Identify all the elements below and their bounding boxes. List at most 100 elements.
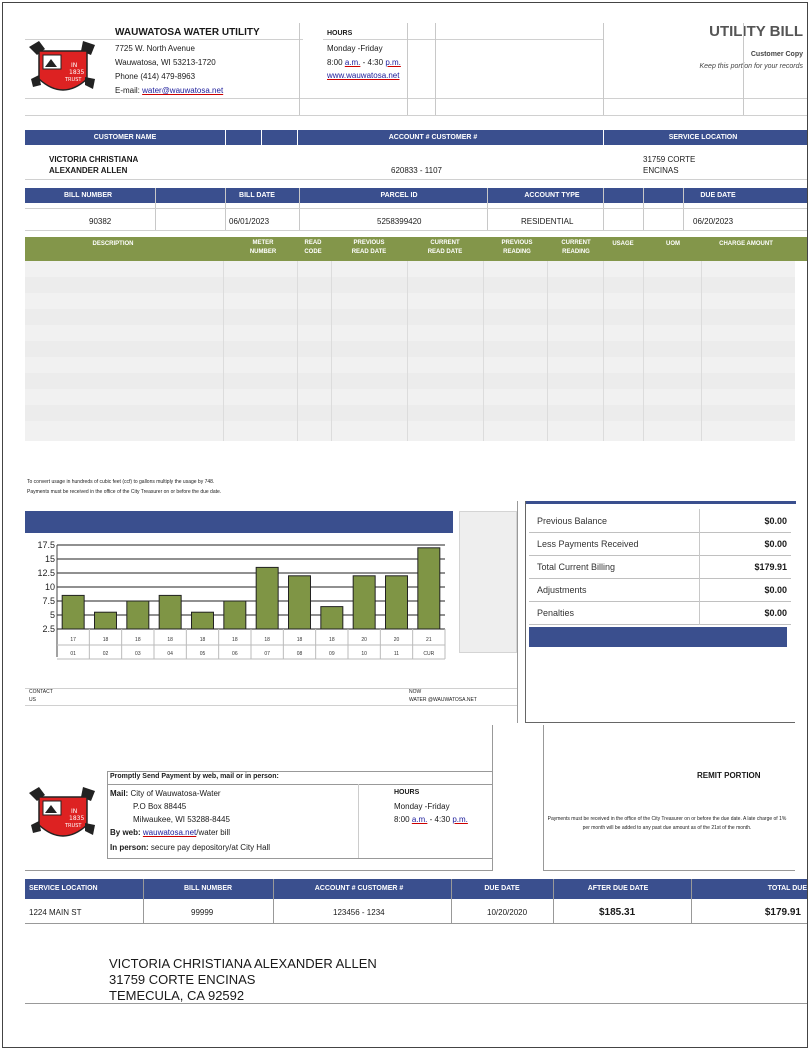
web-link[interactable]: wauwatosa.net bbox=[142, 828, 197, 837]
remit-total-due-header: TOTAL DUE bbox=[767, 885, 807, 892]
mailing-address-line2: 31759 CORTE ENCINAS bbox=[109, 972, 256, 987]
chart-bar bbox=[94, 611, 117, 630]
mail-label: Mail: bbox=[110, 789, 129, 798]
summary-row-label: Less Payments Received bbox=[537, 539, 639, 549]
y-tick-label: 17.5 bbox=[37, 540, 55, 550]
charges-header-bar bbox=[25, 237, 807, 261]
email-link[interactable]: water@wauwatosa.net bbox=[142, 86, 224, 95]
due-date-value: 06/20/2023 bbox=[693, 217, 734, 226]
customer-name-line2: ALEXANDER ALLEN bbox=[49, 166, 128, 175]
remit-after-due-value: $185.31 bbox=[599, 907, 636, 918]
bill-number-value: 90382 bbox=[89, 217, 112, 226]
col-uom: UOM bbox=[666, 241, 680, 247]
remit-due-date-header: DUE DATE bbox=[484, 885, 520, 892]
in-person-line: In person: secure pay depository/at City… bbox=[110, 843, 270, 852]
x-year-label: 18 bbox=[329, 637, 335, 643]
remit-hours-time: 8:00 a.m. - 4:30 p.m. bbox=[394, 815, 468, 824]
bill-date-value: 06/01/2023 bbox=[229, 217, 270, 226]
svg-text:TRUST: TRUST bbox=[64, 823, 82, 829]
service-location-line2: ENCINAS bbox=[643, 166, 679, 175]
x-tick-label: 04 bbox=[167, 651, 173, 657]
summary-row: Less Payments Received $0.00 bbox=[529, 534, 791, 556]
charges-table-body bbox=[25, 261, 795, 441]
contact-email[interactable]: WATER @WAUWATOSA.NET bbox=[409, 697, 477, 703]
y-tick-label: 2.5 bbox=[42, 624, 55, 634]
customer-name-line1: VICTORIA CHRISTIANA bbox=[49, 155, 139, 164]
remit-right-panel bbox=[543, 725, 795, 871]
svg-text:1835: 1835 bbox=[69, 69, 84, 76]
contact-label-3: NOW bbox=[409, 689, 422, 695]
x-tick-label: 02 bbox=[103, 651, 109, 657]
col-curr-read-date: CURRENT READ DATE bbox=[427, 240, 463, 255]
x-year-label: 18 bbox=[200, 637, 206, 643]
website-link[interactable]: www.wauwatosa.net bbox=[327, 71, 400, 80]
summary-row-label: Previous Balance bbox=[537, 516, 608, 526]
x-tick-label: 08 bbox=[297, 651, 303, 657]
in-person-text: secure pay depository/at City Hall bbox=[150, 843, 271, 852]
hours-end: - 4:30 bbox=[362, 58, 384, 67]
x-year-label: 18 bbox=[232, 637, 238, 643]
account-customer-header: ACCOUNT # CUSTOMER # bbox=[388, 134, 478, 141]
web-path: /water bill bbox=[196, 828, 231, 837]
x-tick-label: 10 bbox=[361, 651, 367, 657]
customer-copy-label: Customer Copy bbox=[750, 51, 803, 58]
col-charge-amount: CHARGE AMOUNT bbox=[719, 241, 773, 247]
customer-header-bar bbox=[25, 130, 807, 145]
x-tick-label: 03 bbox=[135, 651, 141, 657]
remit-bill-number-header: BILL NUMBER bbox=[183, 885, 233, 892]
y-tick-label: 5 bbox=[50, 610, 55, 620]
bill-number-header: BILL NUMBER bbox=[63, 192, 113, 199]
hours-pm: p.m. bbox=[385, 58, 401, 67]
remit-service-header: SERVICE LOCATION bbox=[29, 885, 98, 892]
summary-row-label: Total Current Billing bbox=[537, 562, 616, 572]
x-tick-label: 01 bbox=[70, 651, 76, 657]
summary-row-label: Adjustments bbox=[537, 585, 587, 595]
service-location-line1: 31759 CORTE bbox=[643, 155, 696, 164]
usage-chart-title-bar bbox=[25, 511, 453, 533]
col-usage: USAGE bbox=[612, 241, 634, 247]
x-year-label: 20 bbox=[361, 637, 367, 643]
remit-hours-start: 8:00 bbox=[394, 815, 410, 824]
x-year-label: 18 bbox=[297, 637, 303, 643]
summary-row-value: $0.00 bbox=[764, 608, 787, 618]
mailing-address-line3: TEMECULA, CA 92592 bbox=[109, 988, 245, 1003]
utility-name: WAUWATOSA WATER UTILITY bbox=[115, 27, 260, 38]
chart-side-box bbox=[459, 511, 517, 653]
usage-chart: 17.5 15 12.5 10 7.5 5 2.5 17 01 18 02 18 03 18 04 18 05 1… bbox=[37, 540, 446, 660]
chart-bar bbox=[385, 575, 408, 630]
remit-account-header: ACCOUNT # CUSTOMER # bbox=[314, 885, 404, 892]
mail-line-3: Milwaukee, WI 53288-8445 bbox=[133, 815, 230, 824]
remit-portion-title: REMIT PORTION bbox=[697, 771, 761, 780]
y-tick-label: 7.5 bbox=[42, 596, 55, 606]
hours-days: Monday -Friday bbox=[327, 44, 383, 53]
svg-text:IN: IN bbox=[71, 808, 77, 815]
account-number: 620833 - 1107 bbox=[391, 166, 443, 175]
chart-bar bbox=[417, 547, 441, 630]
x-year-label: 17 bbox=[70, 637, 76, 643]
parcel-id-value: 5258399420 bbox=[377, 217, 422, 226]
city-logo: IN 1835 TRUST bbox=[25, 39, 101, 101]
chart-bar bbox=[158, 594, 182, 630]
chart-bar bbox=[320, 606, 344, 630]
logo-lettering: IN bbox=[71, 62, 77, 69]
y-tick-label: 10 bbox=[45, 582, 55, 592]
svg-text:1835: 1835 bbox=[69, 815, 84, 822]
summary-row-value: $179.91 bbox=[754, 562, 787, 572]
summary-row: Total Current Billing $179.91 bbox=[529, 557, 791, 579]
remit-hours-title: HOURS bbox=[394, 789, 420, 796]
hours-start: 8:00 bbox=[327, 58, 343, 67]
summary-row: Previous Balance $0.00 bbox=[529, 511, 791, 533]
remit-late-note: Payments must be received in the office … bbox=[547, 816, 787, 831]
in-person-label: In person: bbox=[110, 843, 149, 852]
x-year-label: 18 bbox=[135, 637, 141, 643]
svg-text:TRUST: TRUST bbox=[64, 77, 82, 83]
summary-row-value: $0.00 bbox=[764, 539, 787, 549]
summary-row-value: $0.00 bbox=[764, 516, 787, 526]
web-payment-line: By web: wauwatosa.net/water bill bbox=[110, 828, 230, 837]
summary-panel bbox=[525, 501, 796, 723]
bill-title: UTILITY BILL bbox=[709, 23, 803, 40]
remit-account-value: 123456 - 1234 bbox=[333, 908, 385, 917]
remit-hours-end: - 4:30 bbox=[429, 815, 451, 824]
email-label: E-mail: bbox=[115, 86, 140, 95]
